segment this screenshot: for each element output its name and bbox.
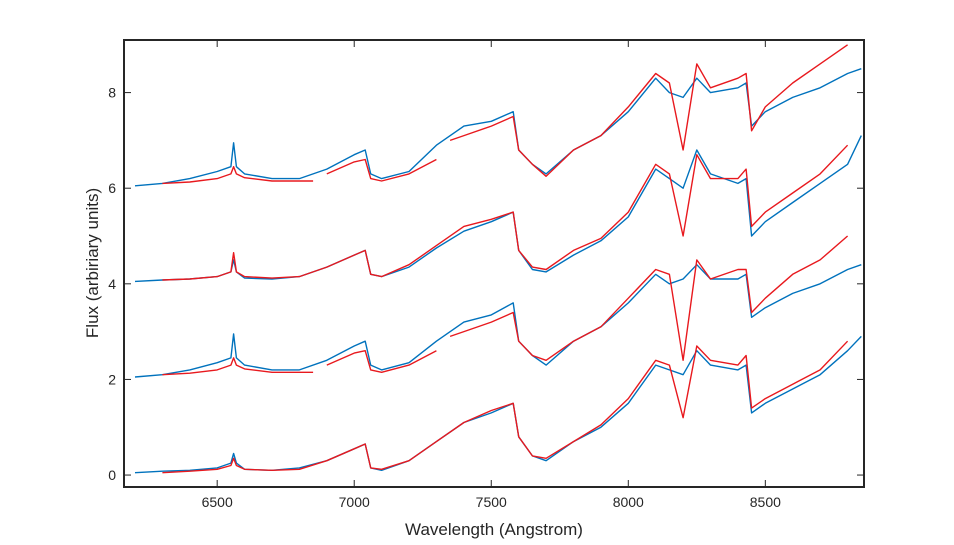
- plot-area-background: [124, 40, 864, 487]
- series-line-red-offset-0: [162, 340, 849, 474]
- series-line-red-offset-4: [162, 144, 849, 281]
- series-line-red-offset-6b: [326, 158, 437, 182]
- x-tick-label: 8500: [750, 494, 781, 510]
- series-line-red-offset-2c: [449, 235, 849, 361]
- y-tick-label: 8: [108, 85, 116, 101]
- y-tick-label: 2: [108, 371, 116, 387]
- axes-box: [123, 39, 865, 488]
- y-ticks: 0 2 4 6 8: [108, 85, 864, 483]
- series-line-red-offset-2: [162, 357, 314, 376]
- x-tick-label: 7500: [476, 494, 507, 510]
- series-layer: [134, 44, 862, 474]
- x-tick-label: 7000: [339, 494, 370, 510]
- series-line-blue-offset-2: [134, 264, 862, 378]
- series-line-red-offset-2b: [326, 350, 437, 373]
- x-ticks: 6500 7000 7500 8000 8500: [202, 40, 781, 510]
- series-line-red-offset-6c: [449, 44, 848, 178]
- series-line-red-offset-6: [162, 165, 314, 185]
- x-tick-label: 8000: [613, 494, 644, 510]
- x-axis-label: Wavelength (Angstrom): [405, 520, 583, 539]
- y-axis-label: Flux (arbiriary units): [83, 188, 102, 338]
- y-tick-label: 0: [108, 467, 116, 483]
- series-line-blue-offset-6: [134, 68, 862, 187]
- x-tick-label: 6500: [202, 494, 233, 510]
- y-tick-label: 4: [108, 276, 116, 292]
- y-tick-label: 6: [108, 180, 116, 196]
